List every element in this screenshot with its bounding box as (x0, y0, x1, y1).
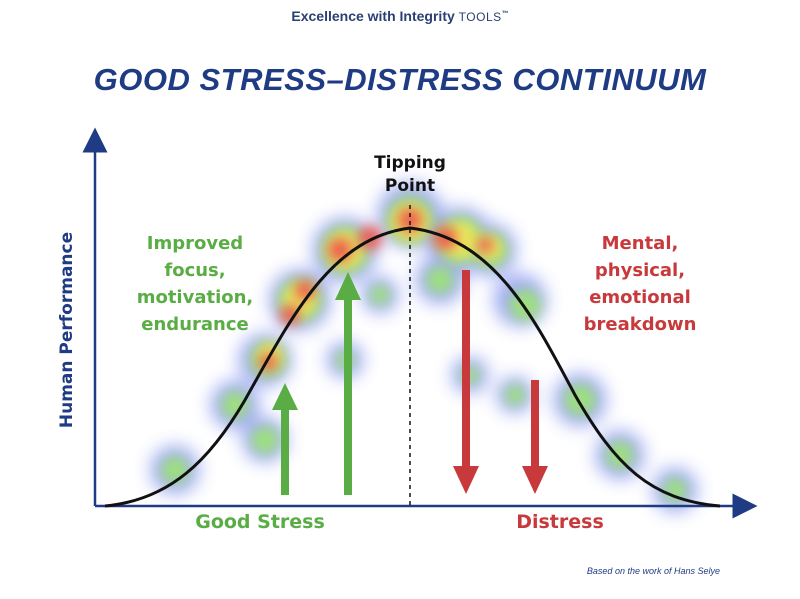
good-stress-label: Good Stress (195, 511, 325, 533)
tipping-point-label: Tipping Point (374, 153, 446, 196)
good-stress-arrow-short (272, 383, 298, 495)
source-credit: Based on the work of Hans Selye (586, 566, 720, 576)
bad-effects-label: Mental, physical, emotional breakdown (583, 233, 697, 335)
distress-label: Distress (516, 511, 604, 533)
performance-curve (104, 226, 721, 508)
brand-tools: TOOLS (458, 10, 502, 24)
brand-header: Excellence with Integrity TOOLS™ (0, 8, 800, 24)
page-title: GOOD STRESS–DISTRESS CONTINUUM (93, 62, 707, 97)
y-axis-label: Human Performance (57, 231, 77, 429)
heatmap-overlay (151, 183, 697, 512)
distress-arrow-short (522, 380, 548, 494)
good-effects-label: Improved focus, motivation, endurance (136, 233, 254, 335)
good-stress-arrow-tall (335, 272, 361, 495)
brand-trademark: ™ (501, 10, 509, 18)
distress-arrow-tall (453, 270, 479, 494)
brand-name: Excellence with Integrity (291, 8, 455, 24)
